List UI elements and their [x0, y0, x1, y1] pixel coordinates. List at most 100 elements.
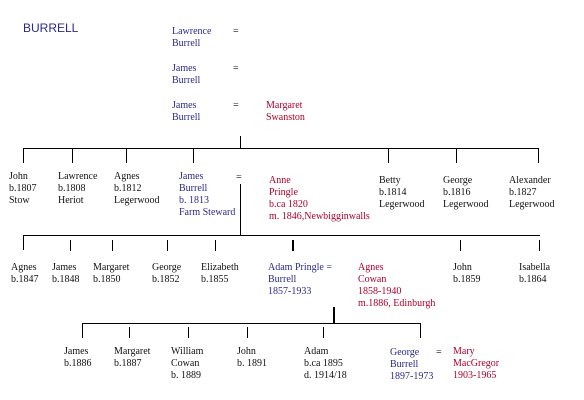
- person-lifespan: 1897-1973: [390, 371, 434, 382]
- person-birth: b.1848: [52, 274, 80, 285]
- connector-gen2-tick: [460, 240, 461, 251]
- connector-gen3-tick: [129, 327, 130, 338]
- person-surname: Burrell: [390, 359, 419, 370]
- person-name: Margaret: [93, 262, 130, 273]
- connector-gen3-tick: [420, 323, 421, 338]
- ancestor-2-surname: Burrell: [172, 75, 201, 86]
- person-name: Agnes: [114, 171, 140, 182]
- ancestor-3-marriage: =: [233, 100, 239, 111]
- person-surname: Cowan: [358, 274, 387, 285]
- person-surname: Burrell: [179, 183, 208, 194]
- person-name: Mary: [453, 346, 475, 357]
- connector-gen1-tick: [388, 148, 389, 163]
- person-margaret-1887: Margaret b.1887: [114, 346, 150, 370]
- person-elizabeth-1855: Elizabeth b.1855: [201, 262, 239, 286]
- person-lifespan: 1903-1965: [453, 370, 497, 381]
- person-james-1886: James b.1886: [64, 346, 92, 370]
- person-birth: b.ca 1820: [269, 199, 308, 210]
- person-birth: b.1827: [509, 187, 537, 198]
- ancestor-3-spouse: Margaret Swanston: [266, 100, 305, 124]
- ancestor-3-spouse-name: Margaret: [266, 100, 303, 111]
- person-birth: b.1808: [58, 183, 86, 194]
- person-birth: b.1886: [64, 358, 92, 369]
- person-place: Legerwood: [443, 199, 489, 210]
- person-james-1813: James Burrell b. 1813 Farm Steward: [179, 171, 235, 219]
- person-surname: MacGregor: [453, 358, 500, 369]
- ancestor-3-spouse-surname: Swanston: [266, 112, 305, 123]
- connector-gen1-tick: [23, 148, 24, 163]
- person-lawrence-1808: Lawrence b.1808 Heriot: [58, 171, 97, 207]
- person-name: Margaret: [114, 346, 151, 357]
- person-john-1807: John b.1807 Stow: [9, 171, 37, 207]
- connector-gen1-drop: [240, 136, 241, 148]
- person-name: John: [9, 171, 28, 182]
- ancestor-1-surname: Burrell: [172, 38, 201, 49]
- person-place: Heriot: [58, 195, 84, 206]
- connector-gen1-tick: [72, 148, 73, 163]
- person-birth: b.1855: [201, 274, 229, 285]
- person-isabella-1864: Isabella b.1864: [519, 262, 550, 286]
- person-name: James: [52, 262, 77, 273]
- person-birth: b.1807: [9, 183, 37, 194]
- person-place: Legerwood: [114, 195, 160, 206]
- person-mary-macgregor: Mary MacGregor 1903-1965: [453, 346, 499, 382]
- person-occupation: Farm Steward: [179, 207, 236, 218]
- person-death: d. 1914/18: [304, 370, 347, 381]
- connector-gen2-tick: [70, 240, 71, 251]
- person-name: James: [179, 171, 204, 182]
- person-betty-1814: Betty b.1814 Legerwood: [379, 175, 425, 211]
- person-john-1891: John b. 1891: [237, 346, 267, 370]
- person-agnes-cowan: Agnes Cowan 1858-1940 m.1886, Edinburgh: [358, 262, 435, 310]
- person-name: James: [64, 346, 89, 357]
- person-agnes-1847: Agnes b.1847: [11, 262, 39, 286]
- person-george-burrell: George Burrell 1897-1973: [390, 347, 433, 383]
- person-george-1852: George b.1852: [152, 262, 181, 286]
- person-john-1859: John b.1859: [453, 262, 481, 286]
- person-name: John: [237, 346, 256, 357]
- ancestor-1-name: Lawrence: [172, 26, 212, 37]
- marriage-george-mary: =: [436, 347, 442, 358]
- person-agnes-1812: Agnes b.1812 Legerwood: [114, 171, 160, 207]
- ancestor-1: Lawrence Burrell: [172, 26, 211, 50]
- person-birth: b.1852: [152, 274, 180, 285]
- person-name: Agnes: [11, 262, 37, 273]
- ancestor-3-surname: Burrell: [172, 112, 201, 123]
- person-name: Adam Pringle =: [268, 262, 332, 273]
- connector-gen1-tick: [193, 148, 194, 163]
- ancestor-2-marriage: =: [233, 63, 239, 74]
- connector-gen2-tick: [167, 240, 168, 251]
- person-lifespan: 1858-1940: [358, 286, 402, 297]
- connector-gen1-tick: [126, 148, 127, 163]
- person-surname: Cowan: [171, 358, 200, 369]
- person-birth: b.1864: [519, 274, 547, 285]
- person-place: Stow: [9, 195, 30, 206]
- connector-gen2-tick: [539, 240, 540, 251]
- person-marriage: m. 1846,Newbigginwalls: [269, 211, 370, 222]
- connector-gen2-drop: [240, 184, 241, 235]
- person-adam-pringle-burrell: Adam Pringle = Burrell 1857-1933: [268, 262, 332, 298]
- connector-gen3-drop: [333, 307, 335, 323]
- person-marriage: m.1886, Edinburgh: [358, 298, 436, 309]
- person-name: George: [390, 347, 420, 358]
- person-birth: b.1814: [379, 187, 407, 198]
- ancestor-3: James Burrell: [172, 100, 200, 124]
- person-place: Legerwood: [379, 199, 425, 210]
- person-name: Agnes: [358, 262, 384, 273]
- ancestor-2-name: James: [172, 63, 197, 74]
- person-birth: b. 1889: [171, 370, 201, 381]
- person-name: William: [171, 346, 204, 357]
- person-name: John: [453, 262, 472, 273]
- connector-gen1-tick: [456, 148, 457, 163]
- person-birth: b.1850: [93, 274, 121, 285]
- connector-gen3-tick: [188, 327, 189, 338]
- ancestor-1-marriage: =: [233, 26, 239, 37]
- connector-gen3-tick: [82, 323, 83, 338]
- connector-gen3-bar: [82, 323, 421, 324]
- person-name: Elizabeth: [201, 262, 239, 273]
- person-name: Adam: [304, 346, 329, 357]
- person-name: George: [152, 262, 182, 273]
- connector-gen2-tick: [215, 240, 216, 251]
- page-title: BURRELL: [23, 21, 79, 35]
- ancestor-3-name: James: [172, 100, 197, 111]
- person-james-1848: James b.1848: [52, 262, 80, 286]
